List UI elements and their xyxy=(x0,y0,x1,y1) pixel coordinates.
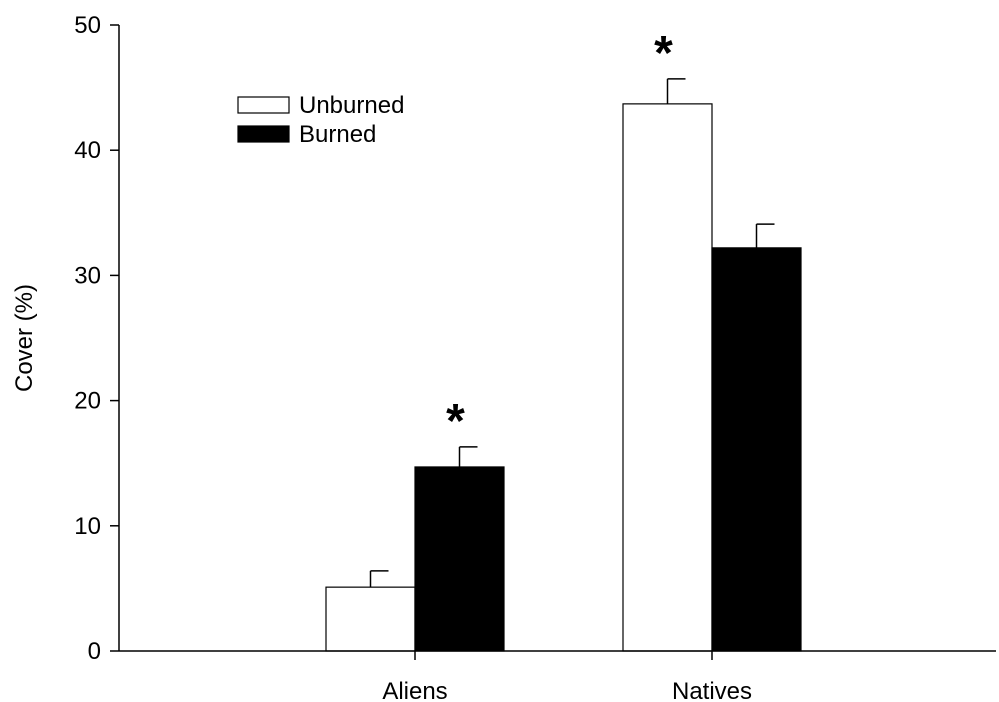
bar-unburned-aliens xyxy=(325,586,416,652)
y-tick-label: 30 xyxy=(74,262,101,289)
x-tick-label: Aliens xyxy=(382,678,447,702)
bar-burned-natives xyxy=(711,247,802,652)
y-axis-title: Cover (%) xyxy=(11,284,38,392)
x-tick-label: Natives xyxy=(672,678,752,702)
bar-unburned-natives xyxy=(622,103,713,652)
annotations-layer: ** xyxy=(446,27,673,448)
legend-label-burned: Burned xyxy=(299,121,376,148)
x-ticks-layer: Aliens Natives xyxy=(382,651,752,702)
error-bars-layer xyxy=(369,78,775,588)
y-tick-label: 50 xyxy=(74,12,101,39)
bar-burned-aliens xyxy=(414,466,505,652)
axes-layer xyxy=(118,25,996,652)
legend-swatch-unburned xyxy=(237,96,290,114)
y-ticks-layer: 0 10 20 30 40 50 xyxy=(74,12,119,665)
significance-asterisk: * xyxy=(446,395,465,448)
y-tick-label: 0 xyxy=(88,638,101,665)
significance-asterisk: * xyxy=(654,27,673,80)
bars-layer xyxy=(325,103,802,652)
y-tick-label: 40 xyxy=(74,137,101,164)
y-tick-label: 20 xyxy=(74,388,101,415)
legend-swatch-burned xyxy=(237,125,290,143)
legend-label-unburned: Unburned xyxy=(299,92,404,119)
y-tick-label: 10 xyxy=(74,513,101,540)
